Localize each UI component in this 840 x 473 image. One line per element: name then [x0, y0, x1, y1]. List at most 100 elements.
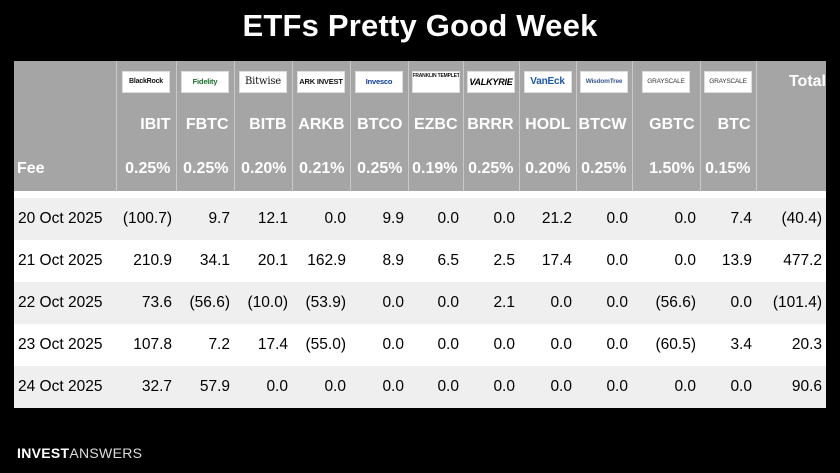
fidelity-logo: Fidelity [181, 71, 229, 93]
flow-cell: 0.0 [632, 366, 700, 408]
flow-cell: 0.0 [292, 366, 350, 408]
fee-label: Fee [14, 146, 117, 191]
total-cell: (101.4) [756, 282, 826, 324]
total-cell: 20.3 [791, 336, 822, 353]
flow-cell: 0.0 [234, 366, 292, 408]
date-cell: 20 Oct 2025 [14, 198, 116, 240]
flow-cell: 0.0 [519, 282, 576, 324]
flow-cell: (53.9) [292, 282, 350, 324]
flow-cell: 0.0 [700, 366, 756, 408]
flow-cell: 0.0 [408, 198, 463, 240]
fee-cell: 0.25% [116, 146, 177, 191]
fee-row: Fee 0.25% 0.25% 0.20% 0.21% 0.25% 0.19% … [14, 146, 826, 191]
flow-cell: 73.6 [116, 282, 176, 324]
ticker-cell: ARKB [292, 103, 351, 146]
etf-flow-table: BlackRock Fidelity Bitwise ARK INVEST In… [14, 61, 826, 408]
ticker-row: IBIT FBTC BITB ARKB BTCO EZBC BRRR HODL … [14, 103, 826, 146]
ark-invest-logo: ARK INVEST [297, 71, 345, 93]
flow-cell: 20.1 [257, 252, 288, 269]
ticker-cell: IBIT [116, 103, 177, 146]
fee-cell: 0.25% [176, 146, 235, 191]
flow-cell: 13.9 [721, 252, 752, 269]
flow-cell: 8.9 [382, 252, 404, 269]
flow-cell: 17.4 [257, 336, 288, 353]
flow-cell: 0.0 [382, 336, 404, 353]
fee-cell: 0.20% [234, 146, 293, 191]
ticker-cell: BTC [700, 103, 757, 146]
logo-row: BlackRock Fidelity Bitwise ARK INVEST In… [14, 61, 826, 103]
ticker-cell: GBTC [632, 103, 701, 146]
flow-cell: (10.0) [234, 282, 292, 324]
flow-cell: 2.1 [463, 282, 519, 324]
flow-cell: 0.0 [463, 198, 519, 240]
flow-cell: 0.0 [350, 366, 408, 408]
date-cell: 24 Oct 2025 [14, 366, 116, 408]
flow-cell: 0.0 [437, 336, 459, 353]
flow-cell: 0.0 [576, 366, 632, 408]
valkyrie-logo: VALKYRIE [467, 71, 515, 93]
ticker-cell: BTCW [576, 103, 633, 146]
grayscale-logo: GRAYSCALE [642, 71, 690, 93]
flow-cell: 0.0 [606, 336, 628, 353]
flow-cell: 107.8 [133, 336, 172, 353]
flow-cell: 162.9 [307, 252, 346, 269]
total-header: Total [756, 61, 826, 103]
flow-cell: 0.0 [674, 252, 696, 269]
fee-cell: 0.20% [519, 146, 577, 191]
fee-cell: 0.21% [292, 146, 351, 191]
flow-cell: 7.4 [700, 198, 756, 240]
flow-cell: 12.1 [234, 198, 292, 240]
flow-cell: 21.2 [519, 198, 576, 240]
ticker-cell: BRRR [463, 103, 520, 146]
ticker-cell: BITB [234, 103, 293, 146]
table-row: 20 Oct 2025 (100.7) 9.7 12.1 0.0 9.9 0.0 0.0 21.… [14, 198, 826, 240]
vaneck-logo: VanEck [523, 71, 572, 93]
blackrock-logo: BlackRock [122, 71, 170, 93]
ticker-cell: EZBC [408, 103, 464, 146]
flow-cell: 0.0 [550, 336, 572, 353]
flow-cell: (60.5) [655, 336, 697, 353]
flow-cell: 9.7 [176, 198, 234, 240]
brand-light: ANSWERS [69, 445, 143, 461]
date-cell: 22 Oct 2025 [14, 282, 116, 324]
flow-cell: 34.1 [199, 252, 230, 269]
spacer-row [14, 191, 826, 198]
flow-cell: 9.9 [350, 198, 408, 240]
flow-cell: 0.0 [493, 336, 515, 353]
flow-cell: 0.0 [700, 282, 756, 324]
flow-cell: 32.7 [116, 366, 176, 408]
corner-cell [14, 61, 117, 103]
flow-cell: (56.6) [176, 282, 234, 324]
flow-cell: 0.0 [632, 198, 700, 240]
flow-cell: 17.4 [541, 252, 572, 269]
wisdomtree-logo: WisdomTree [580, 71, 628, 93]
flow-cell: (55.0) [305, 336, 347, 353]
total-cell: 477.2 [783, 252, 822, 269]
fee-cell: 0.25% [350, 146, 409, 191]
flow-cell: 0.0 [408, 366, 463, 408]
flow-cell: 57.9 [176, 366, 234, 408]
flow-cell: 0.0 [519, 366, 576, 408]
flow-cell: 0.0 [576, 198, 632, 240]
date-cell: 23 Oct 2025 [18, 336, 103, 353]
invesco-logo: Invesco [355, 71, 403, 93]
fee-cell: 0.19% [408, 146, 464, 191]
fee-cell: 0.15% [700, 146, 757, 191]
grayscale-mini-logo: GRAYSCALE [704, 71, 752, 93]
flow-cell: 7.2 [208, 336, 230, 353]
ticker-cell: FBTC [176, 103, 235, 146]
flow-cell: 0.0 [350, 282, 408, 324]
bitwise-logo: Bitwise [239, 71, 287, 93]
franklin-templeton-logo: FRANKLIN TEMPLETON [411, 71, 460, 93]
flow-cell: 0.0 [463, 366, 519, 408]
brand-logo: INVESTANSWERS [17, 445, 142, 461]
total-cell: 90.6 [756, 366, 826, 408]
fee-cell: 0.25% [463, 146, 520, 191]
flow-cell: 0.0 [576, 282, 632, 324]
flow-cell: 0.0 [408, 282, 463, 324]
flow-cell: 3.4 [730, 336, 752, 353]
table-row: 23 Oct 2025 107.8 7.2 17.4 (55.0) 0.0 0.0 0.0 0.… [14, 324, 826, 366]
ticker-cell: HODL [519, 103, 577, 146]
table-row: 22 Oct 2025 73.6 (56.6) (10.0) (53.9) 0.0 0.0 2… [14, 282, 826, 324]
table-row: 24 Oct 2025 32.7 57.9 0.0 0.0 0.0 0.0 0.0 0.0 0.0… [14, 366, 826, 408]
